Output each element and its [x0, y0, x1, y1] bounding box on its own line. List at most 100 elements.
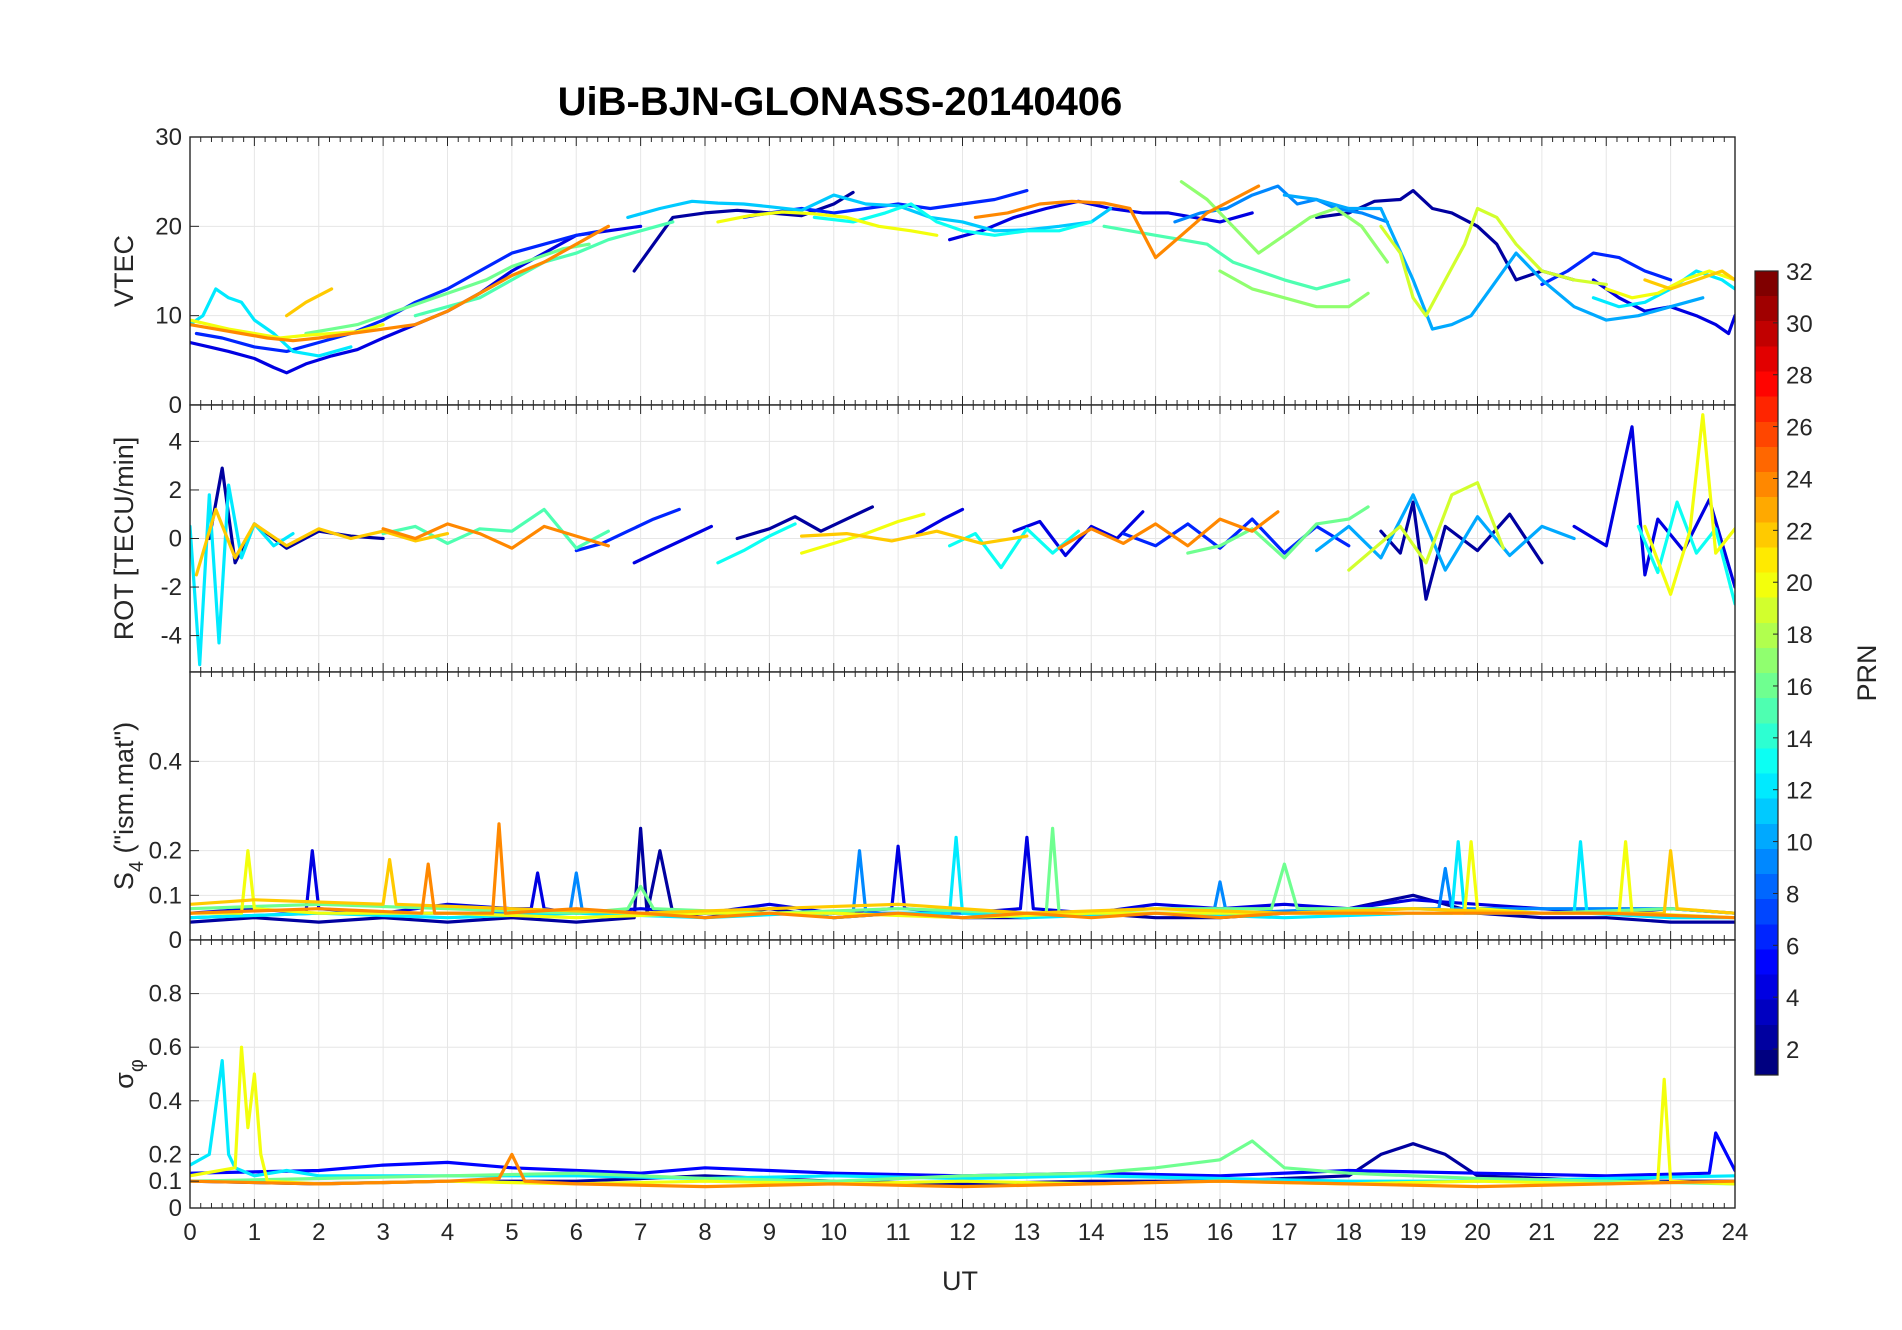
colorbar-tick-label: 30 — [1786, 311, 1813, 338]
x-tick-label: 1 — [248, 1219, 261, 1246]
x-ticks — [189, 940, 1736, 1208]
y-tick-label: 0.6 — [149, 1034, 182, 1061]
y-axis-label: σφ — [109, 1059, 148, 1089]
y-tick-label: 10 — [155, 303, 182, 330]
y-tick-labels: -4 -2 0 2 4 — [161, 428, 199, 650]
x-ticks — [189, 137, 1736, 405]
series-line-prn-22 — [1643, 269, 1735, 291]
x-tick-label: 19 — [1400, 1219, 1427, 1246]
x-tick-label: 6 — [570, 1219, 583, 1246]
x-tick-label: 22 — [1593, 1219, 1620, 1246]
series-line-prn-6 — [1540, 251, 1673, 286]
series-group — [190, 822, 1735, 924]
x-ticks — [189, 672, 1736, 940]
colorbar-tick-label: 18 — [1786, 622, 1813, 649]
series-line-prn-17 — [1218, 269, 1370, 309]
series-line-prn-20 — [1643, 413, 1735, 596]
series-line-prn-5 — [190, 1131, 1735, 1178]
series-line-prn-11 — [626, 193, 1113, 233]
x-tick-label: 8 — [698, 1219, 711, 1246]
series-line-prn-22 — [190, 849, 1735, 915]
colorbar-gradient — [1754, 270, 1779, 1076]
colorbar-tick-label: 32 — [1786, 259, 1813, 286]
series-line-prn-24 — [973, 184, 1261, 260]
series-line-prn-4 — [1591, 278, 1735, 336]
y-tick-labels: 0 10 20 30 — [155, 124, 199, 419]
y-tick-label: 0.1 — [149, 882, 182, 909]
grid — [189, 136, 1736, 406]
series-line-prn-4 — [632, 524, 714, 565]
series-group — [190, 413, 1735, 667]
panel-s4: 00.10.20.4S4 ("ism.mat") — [109, 671, 1736, 954]
y-axis-label: ROT [TECU/min] — [109, 437, 139, 641]
y-tick-labels: 0 0.1 0.2 0.4 — [149, 748, 199, 954]
series-line-prn-10 — [1314, 493, 1576, 572]
x-tick-label: 14 — [1078, 1219, 1105, 1246]
y-tick-labels: 00.10.2 0.4 0.6 0.8 — [149, 981, 199, 1222]
panel-rot: -4 -2 0 2 4 ROT [TECU/min] — [109, 404, 1736, 673]
x-tick-label: 4 — [441, 1219, 454, 1246]
panel-vtec: 0 10 20 30 VTEC — [109, 124, 1736, 419]
series-line-prn-22 — [799, 529, 1029, 546]
colorbar-tick-label: 2 — [1786, 1037, 1799, 1064]
colorbar-tick-label: 14 — [1786, 726, 1813, 753]
x-tick-label: 16 — [1207, 1219, 1234, 1246]
y-axis-label-subscript: φ — [126, 1059, 148, 1072]
x-tick-label: 20 — [1464, 1219, 1491, 1246]
series-line-prn-4 — [190, 224, 643, 375]
y-tick-label: 0 — [169, 526, 182, 553]
y-axis-label: S4 ("ism.mat") — [109, 722, 148, 890]
colorbar-label: PRN — [1852, 644, 1882, 701]
y-tick-label: 20 — [155, 213, 182, 240]
x-tick-label: 23 — [1657, 1219, 1684, 1246]
y-tick-label: 0.8 — [149, 981, 182, 1008]
x-tick-label: 5 — [505, 1219, 518, 1246]
x-tick-label: 21 — [1529, 1219, 1556, 1246]
x-axis-label: UT — [942, 1266, 978, 1296]
x-tick-label: 2 — [312, 1219, 325, 1246]
y-tick-label: 4 — [169, 428, 182, 455]
y-tick-label: 2 — [169, 477, 182, 504]
y-axis-label-suffix: ("ism.mat") — [109, 722, 139, 861]
x-tick-label: 15 — [1142, 1219, 1169, 1246]
y-tick-label: 0 — [169, 927, 182, 954]
y-axis-label-subscript: 4 — [126, 861, 148, 872]
series-line-prn-2 — [1379, 500, 1544, 601]
series-line-prn-10 — [1282, 193, 1705, 331]
y-tick-label: -2 — [161, 574, 182, 601]
x-ticks — [189, 405, 1736, 672]
series-line-prn-20 — [716, 210, 939, 237]
series-line-prn-6 — [574, 507, 681, 553]
x-tick-label: 7 — [634, 1219, 647, 1246]
series-line-prn-16 — [190, 1139, 1735, 1186]
y-tick-label: 0 — [169, 392, 182, 419]
x-tick-label: 10 — [820, 1219, 847, 1246]
x-tick-label: 18 — [1335, 1219, 1362, 1246]
series-line-prn-24 — [381, 522, 611, 550]
y-tick-label: 0.4 — [149, 1088, 182, 1115]
series-line-prn-2 — [632, 190, 855, 273]
series-line-prn-24 — [190, 224, 611, 343]
x-tick-label: 3 — [376, 1219, 389, 1246]
x-tick-label: 0 — [183, 1219, 196, 1246]
colorbar-tick-label: 8 — [1786, 881, 1799, 908]
series-line-prn-24 — [190, 822, 1735, 920]
y-axis-label-base: S — [109, 872, 139, 890]
x-tick-label: 24 — [1722, 1219, 1749, 1246]
colorbar-tick-label: 22 — [1786, 518, 1813, 545]
y-tick-label: 0.2 — [149, 1141, 182, 1168]
chart-title: UiB-BJN-GLONASS-20140406 — [558, 80, 1123, 124]
x-tick-label: 13 — [1014, 1219, 1041, 1246]
y-tick-label: -4 — [161, 623, 182, 650]
colorbar-tick-label: 26 — [1786, 415, 1813, 442]
x-tick-label: 12 — [949, 1219, 976, 1246]
series-line-prn-13 — [1636, 500, 1735, 606]
series-line-prn-12 — [190, 287, 353, 358]
y-tick-label: 0.1 — [149, 1168, 182, 1195]
panel-sigma: 00.10.2 0.4 0.6 0.8 σφ — [109, 939, 1736, 1222]
colorbar-tick-label: 10 — [1786, 830, 1813, 857]
series-line-prn-13 — [947, 527, 1081, 570]
series-line-prn-19 — [1379, 206, 1608, 318]
